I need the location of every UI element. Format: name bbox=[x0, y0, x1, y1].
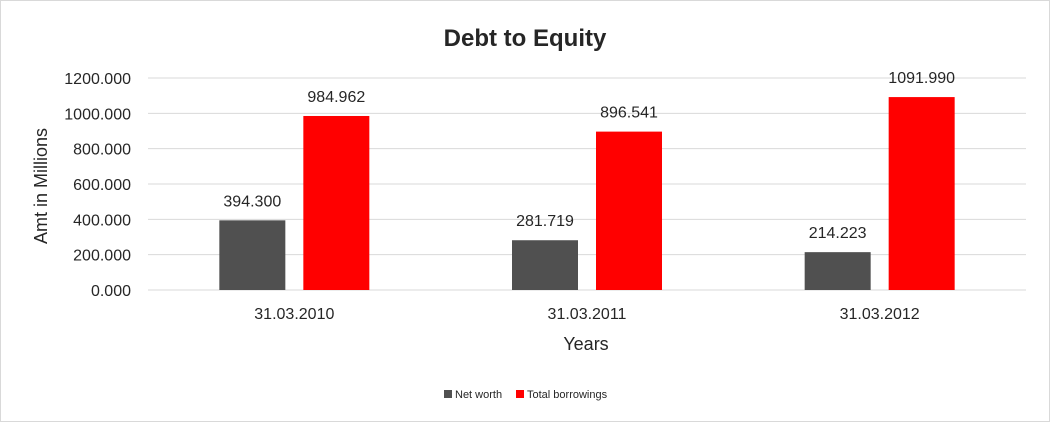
y-axis: 0.000 200.000 400.000 600.000 800.000 1000.00… bbox=[64, 71, 131, 300]
x-axis-title: Years bbox=[563, 334, 608, 354]
y-tick-label: 600.000 bbox=[73, 177, 131, 194]
legend-label: Total borrowings bbox=[527, 389, 608, 401]
legend-swatch bbox=[444, 390, 452, 398]
bar bbox=[596, 131, 662, 290]
chart-title: Debt to Equity bbox=[444, 25, 607, 52]
x-tick-label: 31.03.2012 bbox=[840, 306, 920, 323]
bars: 394.300 984.962 281.719 896.541 214.223 1091.… bbox=[219, 70, 955, 291]
data-label: 214.223 bbox=[809, 225, 867, 242]
data-label: 281.719 bbox=[516, 213, 574, 230]
gridlines bbox=[148, 77, 1026, 291]
legend-swatch bbox=[516, 390, 524, 398]
y-tick-label: 1200.000 bbox=[64, 71, 131, 88]
x-tick-label: 31.03.2010 bbox=[254, 306, 334, 323]
data-label: 984.962 bbox=[307, 89, 365, 106]
y-tick-label: 400.000 bbox=[73, 212, 131, 229]
data-label: 1091.990 bbox=[888, 70, 955, 87]
x-tick-label: 31.03.2011 bbox=[548, 306, 627, 323]
bar bbox=[303, 115, 370, 290]
y-tick-label: 800.000 bbox=[73, 142, 131, 159]
y-tick-label: 0.000 bbox=[91, 283, 131, 300]
y-tick-label: 200.000 bbox=[73, 248, 131, 265]
data-label: 394.300 bbox=[223, 193, 281, 210]
y-tick-label: 1000.000 bbox=[64, 106, 131, 123]
bar bbox=[512, 240, 578, 290]
x-axis: 31.03.2010 31.03.2011 31.03.2012 bbox=[254, 306, 920, 323]
y-axis-title: Amt in Millions bbox=[31, 128, 51, 244]
bar bbox=[888, 97, 955, 291]
data-label: 896.541 bbox=[600, 105, 658, 122]
legend: Net worth Total borrowings bbox=[444, 389, 608, 401]
bar bbox=[219, 220, 286, 290]
legend-label: Net worth bbox=[455, 389, 502, 401]
bar bbox=[804, 252, 871, 290]
